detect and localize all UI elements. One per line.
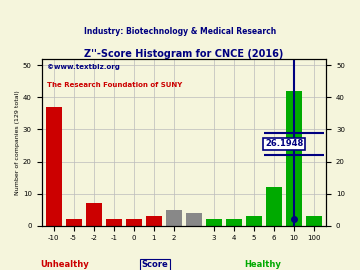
Text: Score: Score bbox=[141, 260, 168, 269]
Bar bbox=[86, 203, 102, 226]
Text: Unhealthy: Unhealthy bbox=[40, 260, 89, 269]
Text: Healthy: Healthy bbox=[244, 260, 281, 269]
Text: 26.1948: 26.1948 bbox=[265, 139, 303, 148]
Bar bbox=[146, 216, 162, 226]
Bar bbox=[66, 219, 82, 226]
Y-axis label: Number of companies (129 total): Number of companies (129 total) bbox=[15, 90, 20, 195]
Text: ©www.textbiz.org: ©www.textbiz.org bbox=[47, 64, 120, 70]
Bar bbox=[306, 216, 322, 226]
Text: The Research Foundation of SUNY: The Research Foundation of SUNY bbox=[47, 82, 183, 88]
Bar bbox=[266, 187, 282, 226]
Bar bbox=[106, 219, 122, 226]
Bar bbox=[206, 219, 222, 226]
Bar bbox=[286, 91, 302, 226]
Title: Z''-Score Histogram for CNCE (2016): Z''-Score Histogram for CNCE (2016) bbox=[84, 49, 284, 59]
Text: Industry: Biotechnology & Medical Research: Industry: Biotechnology & Medical Resear… bbox=[84, 27, 276, 36]
Bar bbox=[226, 219, 242, 226]
Bar bbox=[126, 219, 142, 226]
Bar bbox=[246, 216, 262, 226]
Bar bbox=[186, 213, 202, 226]
Bar bbox=[45, 107, 62, 226]
Bar bbox=[166, 210, 182, 226]
